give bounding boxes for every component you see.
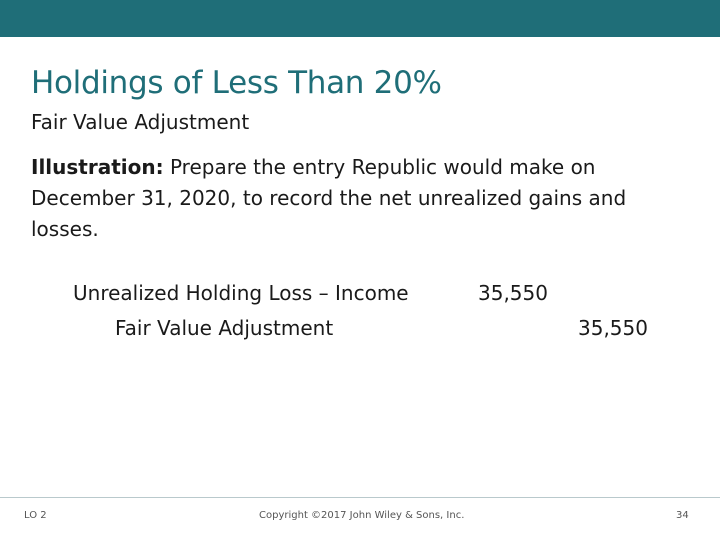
footer-learning-objective: LO 2 — [24, 510, 47, 521]
debit-account: Unrealized Holding Loss – Income — [73, 281, 409, 305]
illustration-paragraph: Illustration: Prepare the entry Republic… — [31, 152, 681, 245]
footer-divider — [0, 497, 720, 498]
credit-account: Fair Value Adjustment — [115, 316, 334, 340]
credit-amount: 35,550 — [578, 316, 648, 340]
footer-copyright: Copyright ©2017 John Wiley & Sons, Inc. — [259, 510, 465, 521]
debit-amount: 35,550 — [478, 281, 548, 305]
illustration-text: Prepare the entry Republic would make on… — [31, 155, 627, 241]
header-bar — [0, 0, 720, 37]
footer-page-number: 34 — [676, 510, 689, 521]
illustration-lead: Illustration: — [31, 155, 164, 179]
slide-subtitle: Fair Value Adjustment — [31, 110, 250, 134]
slide-title: Holdings of Less Than 20% — [31, 65, 442, 101]
